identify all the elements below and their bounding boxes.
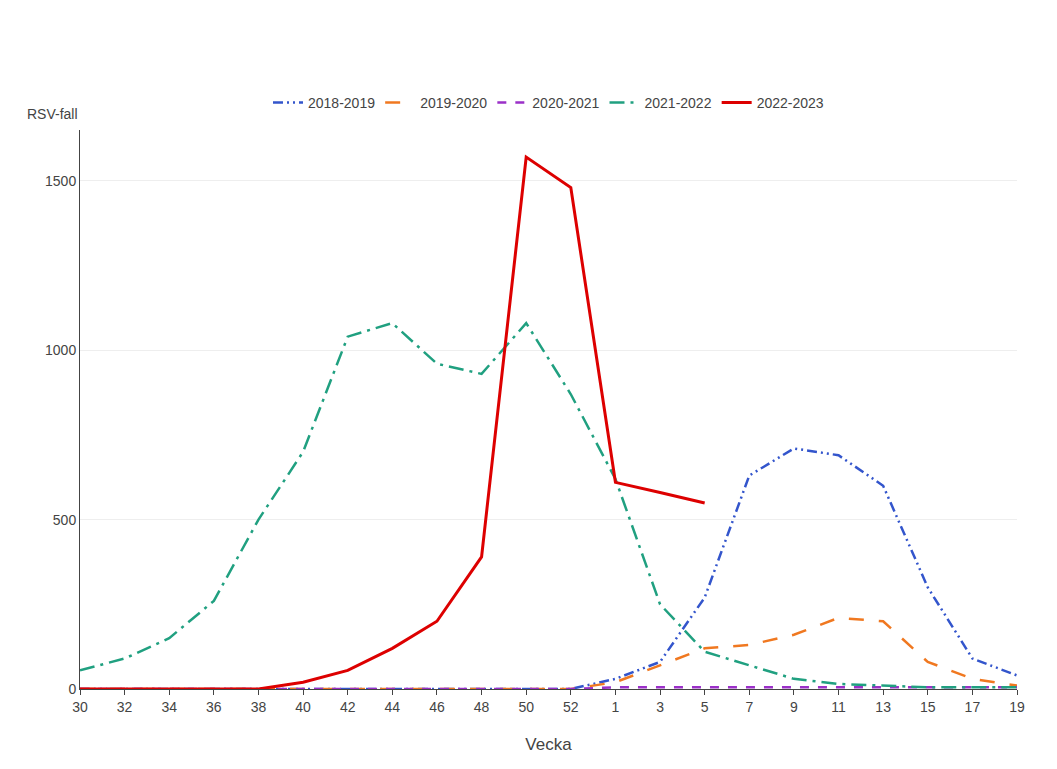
svg-text:11: 11	[831, 699, 846, 715]
svg-text:15: 15	[920, 699, 936, 715]
svg-text:5: 5	[701, 699, 709, 715]
svg-text:34: 34	[161, 699, 177, 715]
svg-text:46: 46	[429, 699, 445, 715]
svg-text:36: 36	[206, 699, 222, 715]
svg-text:2018-2019: 2018-2019	[308, 95, 375, 111]
svg-text:2019-2020: 2019-2020	[420, 95, 487, 111]
svg-text:30: 30	[72, 699, 88, 715]
svg-text:42: 42	[340, 699, 356, 715]
svg-text:17: 17	[965, 699, 981, 715]
svg-text:40: 40	[295, 699, 311, 715]
svg-text:RSV-fall: RSV-fall	[27, 106, 78, 122]
svg-text:3: 3	[656, 699, 664, 715]
svg-text:7: 7	[745, 699, 753, 715]
svg-text:0: 0	[68, 681, 76, 697]
svg-text:13: 13	[875, 699, 891, 715]
svg-text:44: 44	[385, 699, 401, 715]
svg-text:9: 9	[790, 699, 798, 715]
svg-text:2022-2023: 2022-2023	[757, 95, 824, 111]
svg-text:500: 500	[53, 512, 77, 528]
svg-text:52: 52	[563, 699, 579, 715]
svg-text:1: 1	[612, 699, 620, 715]
svg-text:2021-2022: 2021-2022	[644, 95, 711, 111]
svg-text:19: 19	[1009, 699, 1025, 715]
svg-text:1500: 1500	[45, 173, 76, 189]
svg-text:32: 32	[117, 699, 133, 715]
svg-text:Vecka: Vecka	[525, 735, 572, 754]
svg-text:38: 38	[251, 699, 267, 715]
svg-text:1000: 1000	[45, 342, 76, 358]
svg-text:48: 48	[474, 699, 490, 715]
svg-text:50: 50	[518, 699, 534, 715]
svg-text:2020-2021: 2020-2021	[532, 95, 599, 111]
